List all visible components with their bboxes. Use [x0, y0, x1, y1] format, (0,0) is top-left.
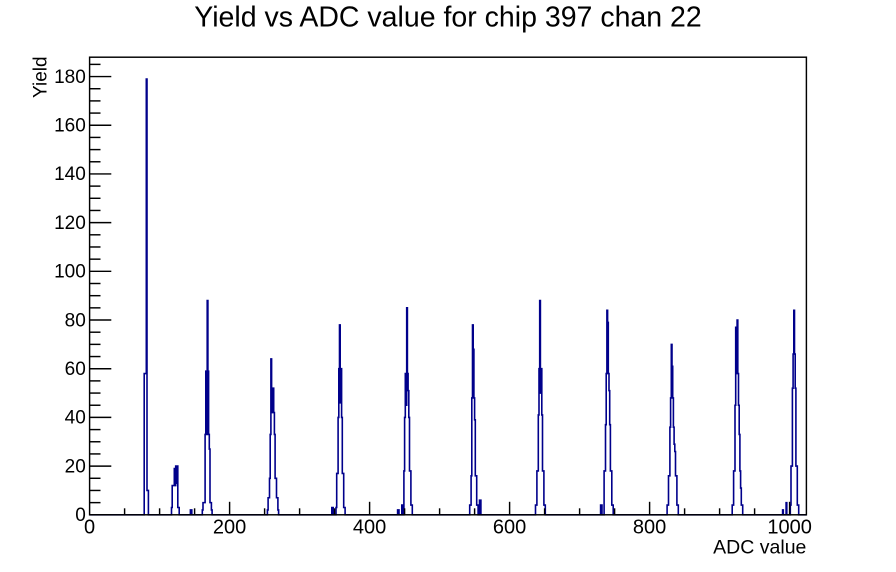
- svg-text:120: 120: [54, 213, 86, 234]
- svg-text:600: 600: [493, 517, 526, 539]
- svg-text:160: 160: [54, 116, 86, 137]
- svg-text:180: 180: [54, 67, 86, 88]
- svg-text:100: 100: [54, 262, 86, 283]
- svg-text:200: 200: [213, 517, 246, 539]
- svg-text:1000: 1000: [767, 517, 812, 539]
- svg-text:0: 0: [84, 517, 95, 539]
- svg-text:ADC value: ADC value: [713, 537, 806, 559]
- svg-text:800: 800: [633, 517, 666, 539]
- svg-text:Yield: Yield: [31, 56, 52, 98]
- svg-text:40: 40: [65, 408, 86, 429]
- svg-text:20: 20: [65, 456, 86, 477]
- svg-text:60: 60: [65, 359, 86, 380]
- svg-text:400: 400: [353, 517, 386, 539]
- svg-text:0: 0: [75, 505, 86, 526]
- svg-text:Yield vs ADC value for chip 39: Yield vs ADC value for chip 397 chan 22: [194, 2, 702, 34]
- svg-text:80: 80: [65, 310, 86, 331]
- svg-text:140: 140: [54, 164, 86, 185]
